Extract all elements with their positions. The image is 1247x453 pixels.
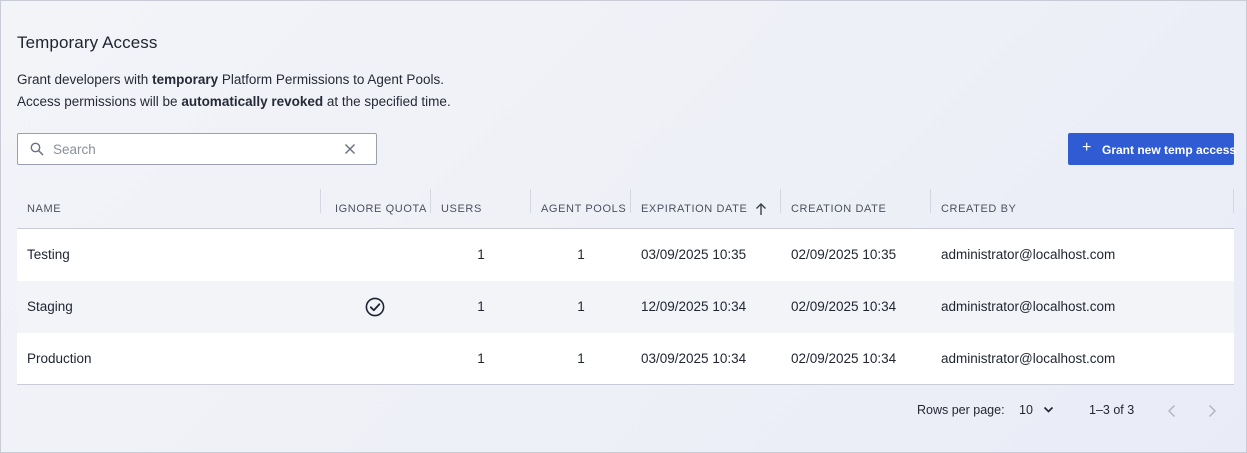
- cell-created-by: administrator@localhost.com: [941, 247, 1116, 262]
- grant-new-temp-access-button[interactable]: + Grant new temp access: [1068, 133, 1237, 165]
- search-icon: [30, 142, 44, 156]
- cell-users: 1: [477, 247, 485, 262]
- cell-creation-date: 02/09/2025 10:35: [791, 247, 897, 262]
- cell-users: 1: [477, 299, 485, 314]
- cell-agent-pools: 1: [577, 351, 585, 366]
- rows-per-page-select[interactable]: 10: [1019, 403, 1059, 417]
- page-title: Temporary Access: [17, 33, 158, 52]
- table-row[interactable]: Staging 1 1 12/09/2025 10:34 02/09/2025 …: [17, 281, 1234, 333]
- column-header-ignore-quota[interactable]: IGNORE QUOTA: [321, 189, 431, 229]
- column-header-agent-pools[interactable]: AGENT POOLS: [531, 189, 631, 229]
- cell-expiration-date: 03/09/2025 10:35: [641, 247, 747, 262]
- search-input[interactable]: [53, 138, 333, 160]
- cell-expiration-date: 03/09/2025 10:34: [641, 351, 747, 366]
- cell-name: Testing: [27, 247, 70, 262]
- cell-name: Production: [27, 351, 92, 366]
- description-line-2: Access permissions will be automatically…: [17, 94, 451, 109]
- chevron-right-icon[interactable]: [1204, 403, 1220, 419]
- pagination-range: 1–3 of 3: [1089, 403, 1135, 417]
- cell-agent-pools: 1: [577, 299, 585, 314]
- cell-agent-pools: 1: [577, 247, 585, 262]
- column-header-created-by[interactable]: CREATED BY: [931, 189, 1234, 229]
- chevron-down-icon: [1043, 406, 1054, 413]
- close-icon[interactable]: [344, 143, 356, 155]
- cell-users: 1: [477, 351, 485, 366]
- plus-icon: +: [1082, 139, 1092, 156]
- grant-button-label: Grant new temp access: [1102, 143, 1237, 157]
- cell-expiration-date: 12/09/2025 10:34: [641, 299, 747, 314]
- rows-per-page-label: Rows per page:: [917, 403, 1005, 417]
- table-body: Testing 1 1 03/09/2025 10:35 02/09/2025 …: [17, 229, 1234, 385]
- description-line-1: Grant developers with temporary Platform…: [17, 72, 444, 87]
- check-circle-icon: [365, 297, 385, 317]
- table-header: NAME IGNORE QUOTA USERS AGENT POOLS EXPI…: [17, 189, 1234, 229]
- search-box: [17, 133, 377, 165]
- rows-per-page-value: 10: [1019, 403, 1033, 417]
- column-header-name[interactable]: NAME: [27, 189, 321, 229]
- table-row[interactable]: Production 1 1 03/09/2025 10:34 02/09/20…: [17, 333, 1234, 385]
- cell-creation-date: 02/09/2025 10:34: [791, 351, 897, 366]
- cell-name: Staging: [27, 299, 73, 314]
- chevron-left-icon[interactable]: [1164, 403, 1180, 419]
- pagination: Rows per page: 10 1–3 of 3: [1, 399, 1247, 423]
- table-row[interactable]: Testing 1 1 03/09/2025 10:35 02/09/2025 …: [17, 229, 1234, 281]
- cell-created-by: administrator@localhost.com: [941, 351, 1116, 366]
- cell-created-by: administrator@localhost.com: [941, 299, 1116, 314]
- column-header-creation-date[interactable]: CREATION DATE: [781, 189, 931, 229]
- column-header-expiration-date[interactable]: EXPIRATION DATE: [631, 189, 781, 229]
- page-description: Grant developers with temporary Platform…: [17, 69, 451, 113]
- cell-creation-date: 02/09/2025 10:34: [791, 299, 897, 314]
- arrow-up-icon[interactable]: [755, 202, 767, 216]
- column-header-users[interactable]: USERS: [431, 189, 531, 229]
